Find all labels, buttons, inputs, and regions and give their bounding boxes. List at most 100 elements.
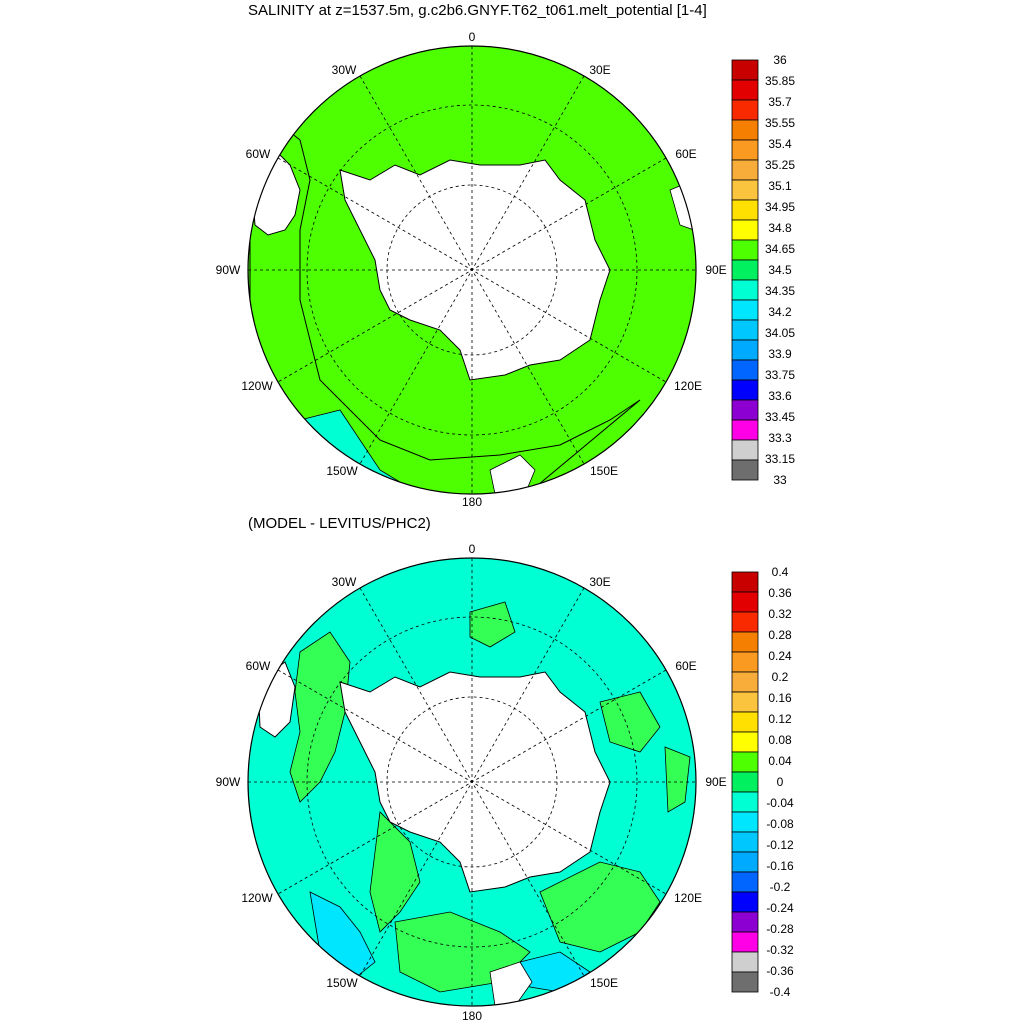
colorbar-swatch	[731, 631, 759, 653]
colorbar-label: 33.9	[768, 347, 792, 361]
bottom-panel-title: (MODEL - LEVITUS/PHC2)	[248, 515, 431, 532]
colorbar-label: 0.2	[772, 670, 789, 684]
colorbar-label: -0.04	[766, 796, 794, 810]
colorbar-label: -0.28	[766, 922, 794, 936]
colorbar-label: -0.16	[766, 859, 794, 873]
colorbar-label: 35.55	[765, 116, 795, 130]
colorbar-swatch	[731, 671, 759, 693]
colorbar-label: 0.12	[768, 712, 792, 726]
colorbar-label: 33.75	[765, 368, 795, 382]
colorbar-swatch	[731, 79, 759, 101]
lon-label-30w: 30W	[332, 63, 357, 77]
colorbar-swatch	[731, 791, 759, 813]
colorbar-label: 0.36	[768, 586, 792, 600]
colorbar-label: -0.08	[766, 817, 794, 831]
lon-label-30w: 30W	[332, 575, 357, 589]
colorbar-swatch	[731, 439, 759, 461]
colorbar-label: 33	[773, 473, 787, 487]
colorbar-label: -0.4	[770, 985, 791, 999]
colorbar-swatch	[731, 891, 759, 913]
colorbar-swatch	[731, 279, 759, 301]
colorbar-swatch	[731, 319, 759, 341]
bottom-polar-map: 0 30E 60E 90E 120E 150E 180 150W 120W 90…	[216, 542, 794, 1023]
positive-anomaly-region	[539, 861, 661, 953]
lon-label-120e: 120E	[674, 379, 702, 393]
colorbar-label: 35.25	[765, 158, 795, 172]
colorbar-label: 0	[777, 775, 784, 789]
colorbar-label: 0.24	[768, 649, 792, 663]
colorbar-label: 0.28	[768, 628, 792, 642]
colorbar-swatch	[731, 339, 759, 361]
colorbar-label: 33.6	[768, 389, 792, 403]
positive-anomaly-region	[369, 811, 421, 933]
positive-anomaly-region	[664, 746, 691, 813]
lon-label-0: 0	[469, 30, 476, 44]
colorbar-label: 36	[773, 53, 787, 67]
positive-anomaly-region	[469, 601, 516, 648]
bottom-colorbar: 0.4 0.36 0.32 0.28 0.24 0.2 0.16 0.12 0.08 0.04 0 -…	[731, 565, 794, 999]
lon-label-60w: 60W	[246, 659, 271, 673]
colorbar-label: 35.85	[765, 74, 795, 88]
colorbar-swatch	[731, 871, 759, 893]
lon-label-90w: 90W	[216, 263, 241, 277]
colorbar-label: 34.5	[768, 263, 792, 277]
low-salinity-region	[249, 98, 641, 494]
lon-label-90e: 90E	[705, 263, 726, 277]
lon-label-150e: 150E	[590, 976, 618, 990]
colorbar-swatch	[731, 119, 759, 141]
colorbar-swatch	[731, 379, 759, 401]
colorbar-swatch	[731, 971, 759, 993]
colorbar-swatch	[731, 731, 759, 753]
colorbar-swatch	[731, 931, 759, 953]
colorbar-swatch	[731, 651, 759, 673]
lon-label-120w: 120W	[241, 379, 273, 393]
lon-label-120w: 120W	[241, 891, 273, 905]
colorbar-swatch	[731, 99, 759, 121]
colorbar-swatch	[731, 199, 759, 221]
lon-label-0: 0	[469, 542, 476, 556]
colorbar-swatch	[731, 751, 759, 773]
colorbar-swatch	[731, 179, 759, 201]
colorbar-label: -0.32	[766, 943, 794, 957]
colorbar-swatch	[731, 951, 759, 973]
colorbar-label: 34.65	[765, 242, 795, 256]
colorbar-swatch	[731, 419, 759, 441]
top-colorbar: 36 35.85 35.7 35.55 35.4 35.25 35.1 34.95 34.8 34…	[731, 53, 795, 487]
colorbar-swatch	[731, 831, 759, 853]
colorbar-swatch	[731, 399, 759, 421]
colorbar-swatch	[731, 571, 759, 593]
lon-label-30e: 30E	[589, 63, 610, 77]
lon-label-180: 180	[462, 495, 482, 509]
top-polar-map: 0 30E 60E 90E 120E 150E 180 150W 120W 90…	[216, 30, 796, 509]
colorbar-label: 0.04	[768, 754, 792, 768]
colorbar-swatch	[731, 591, 759, 613]
colorbar-label: 34.8	[768, 221, 792, 235]
colorbar-swatch	[731, 359, 759, 381]
lon-label-150w: 150W	[326, 976, 358, 990]
colorbar-swatch	[731, 851, 759, 873]
colorbar-label: 34.2	[768, 305, 792, 319]
colorbar-label: 0.32	[768, 607, 792, 621]
colorbar-label: 34.05	[765, 326, 795, 340]
lon-label-60e: 60E	[675, 659, 696, 673]
colorbar-label: -0.2	[770, 880, 791, 894]
lon-label-120e: 120E	[674, 891, 702, 905]
colorbar-label: 35.1	[768, 179, 792, 193]
colorbar-label: 0.08	[768, 733, 792, 747]
colorbar-label: 33.3	[768, 431, 792, 445]
colorbar-label: 33.45	[765, 410, 795, 424]
colorbar-swatch	[731, 259, 759, 281]
colorbar-label: 35.7	[768, 95, 792, 109]
land-patch	[489, 961, 533, 1006]
colorbar-swatch	[731, 459, 759, 481]
lon-label-90w: 90W	[216, 775, 241, 789]
land-patch	[489, 454, 536, 494]
colorbar-label: 34.95	[765, 200, 795, 214]
colorbar-swatch	[731, 239, 759, 261]
lon-label-60w: 60W	[246, 147, 271, 161]
colorbar-label: -0.24	[766, 901, 794, 915]
colorbar-swatch	[731, 691, 759, 713]
colorbar-swatch	[731, 711, 759, 733]
colorbar-label: 0.4	[772, 565, 789, 579]
lon-label-30e: 30E	[589, 575, 610, 589]
